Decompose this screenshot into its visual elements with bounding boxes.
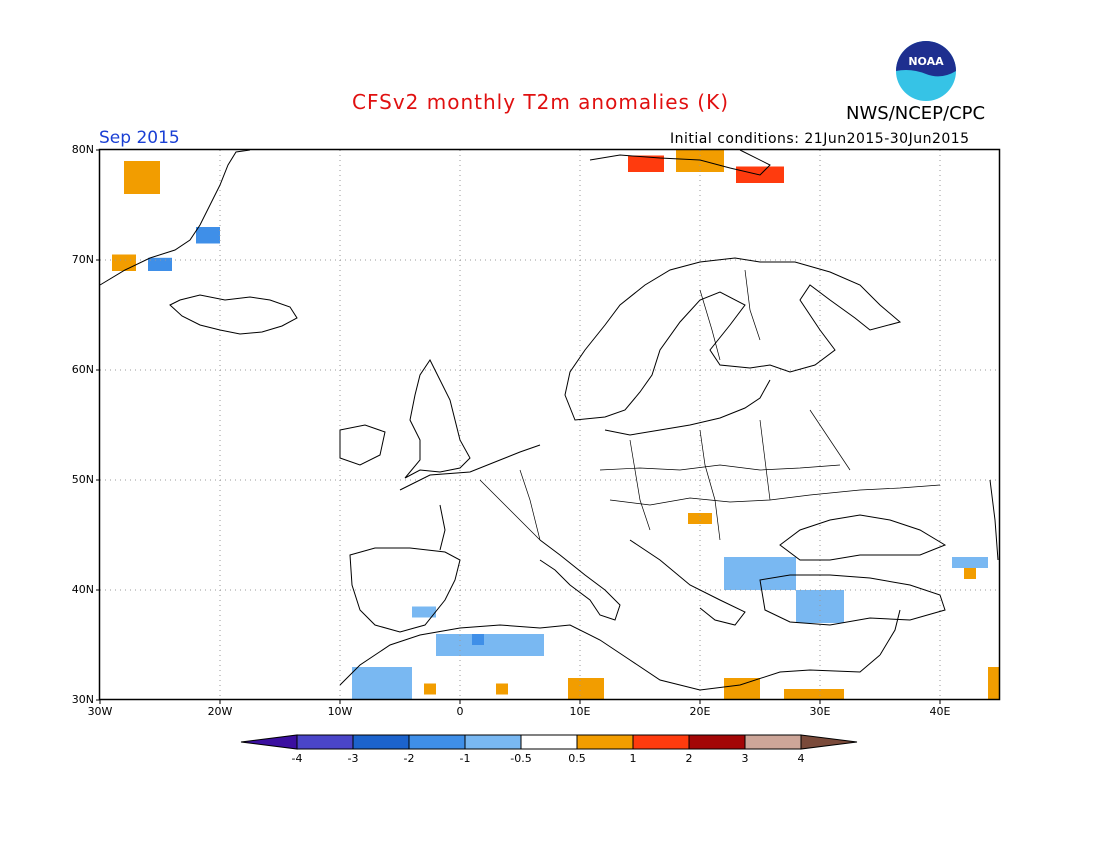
- anomaly-cell: [436, 634, 544, 656]
- anomaly-layer: [112, 150, 1000, 700]
- coast-baltic: [604, 379, 771, 436]
- anomaly-cell: [568, 678, 604, 700]
- anomaly-cell: [784, 689, 844, 700]
- lat-label-40n: 40N: [71, 583, 94, 596]
- coast-iceland: [169, 294, 298, 335]
- coast-svalbard: [589, 149, 771, 176]
- anomaly-cell: [412, 606, 436, 618]
- coast-north-africa: [339, 624, 881, 691]
- coast-scandinavia: [564, 257, 902, 421]
- colorbar-label-2: 2: [685, 752, 693, 765]
- coast-balkans: [629, 539, 746, 626]
- coast-britain: [404, 359, 471, 479]
- map-title: CFSv2 monthly T2m anomalies (K): [352, 90, 729, 114]
- anomaly-cell: [724, 678, 760, 700]
- anomaly-cell: [796, 590, 844, 623]
- anomaly-cell: [112, 254, 136, 271]
- anomaly-cell: [124, 161, 160, 194]
- colorbar-label-4: 4: [797, 752, 805, 765]
- coast-greenland: [99, 149, 251, 286]
- lon-label-30w: 30W: [87, 705, 113, 718]
- anomaly-cell: [688, 513, 712, 524]
- agency-label: NWS/NCEP/CPC: [846, 103, 986, 124]
- anomaly-cell: [148, 257, 172, 271]
- coast-blacksea: [779, 514, 947, 561]
- anomaly-cell: [496, 683, 508, 695]
- lat-label-30n: 30N: [71, 693, 94, 706]
- noaa-logo: NOAA: [896, 41, 956, 101]
- coast-italy: [539, 539, 621, 621]
- colorbar-label-neg2: -2: [403, 752, 415, 765]
- map-frame: [98, 148, 1001, 701]
- colorbar-label-neg05: -0.5: [510, 752, 532, 765]
- lon-label-0: 0: [456, 705, 464, 718]
- colorbar-label-neg4: -4: [291, 752, 303, 765]
- anomaly-cell: [424, 683, 436, 695]
- lon-label-30e: 30E: [809, 705, 831, 718]
- lon-label-20w: 20W: [207, 705, 233, 718]
- colorbar-label-1: 1: [629, 752, 637, 765]
- lat-label-60n: 60N: [71, 363, 94, 376]
- graticule: [100, 150, 1000, 700]
- anomaly-cell: [352, 667, 412, 700]
- anomaly-cell: [724, 557, 796, 590]
- coast-ireland: [339, 424, 386, 466]
- lon-label-10e: 10E: [569, 705, 591, 718]
- anomaly-cell: [628, 155, 664, 172]
- lon-label-20e: 20E: [689, 705, 711, 718]
- lon-label-40e: 40E: [929, 705, 951, 718]
- anomaly-cell: [472, 634, 484, 645]
- colorbar-label-neg1: -1: [459, 752, 471, 765]
- lat-label-80n: 80N: [71, 143, 94, 156]
- anomaly-cell: [964, 568, 976, 579]
- axis-ticks: [96, 149, 941, 704]
- noaa-logo-text: NOAA: [908, 55, 944, 68]
- anomaly-cell: [988, 667, 1000, 700]
- coast-turkey: [759, 574, 946, 626]
- colorbar-label-05: 0.5: [568, 752, 586, 765]
- coast-levant: [879, 609, 901, 656]
- coast-france: [399, 444, 541, 491]
- forecast-month: Sep 2015: [99, 128, 180, 148]
- lat-label-70n: 70N: [71, 253, 94, 266]
- lon-label-10w: 10W: [327, 705, 353, 718]
- colorbar-label-3: 3: [741, 752, 749, 765]
- coast-caspian: [989, 479, 999, 561]
- initial-conditions: Initial conditions: 21Jun2015-30Jun2015: [670, 131, 970, 147]
- coastlines: [99, 149, 999, 691]
- colorbar-label-neg3: -3: [347, 752, 359, 765]
- anomaly-cell: [952, 557, 988, 568]
- lat-label-50n: 50N: [71, 473, 94, 486]
- coast-biscay: [439, 504, 446, 551]
- coast-iberia: [349, 547, 461, 633]
- country-borders: [479, 269, 941, 541]
- anomaly-cell: [196, 227, 220, 244]
